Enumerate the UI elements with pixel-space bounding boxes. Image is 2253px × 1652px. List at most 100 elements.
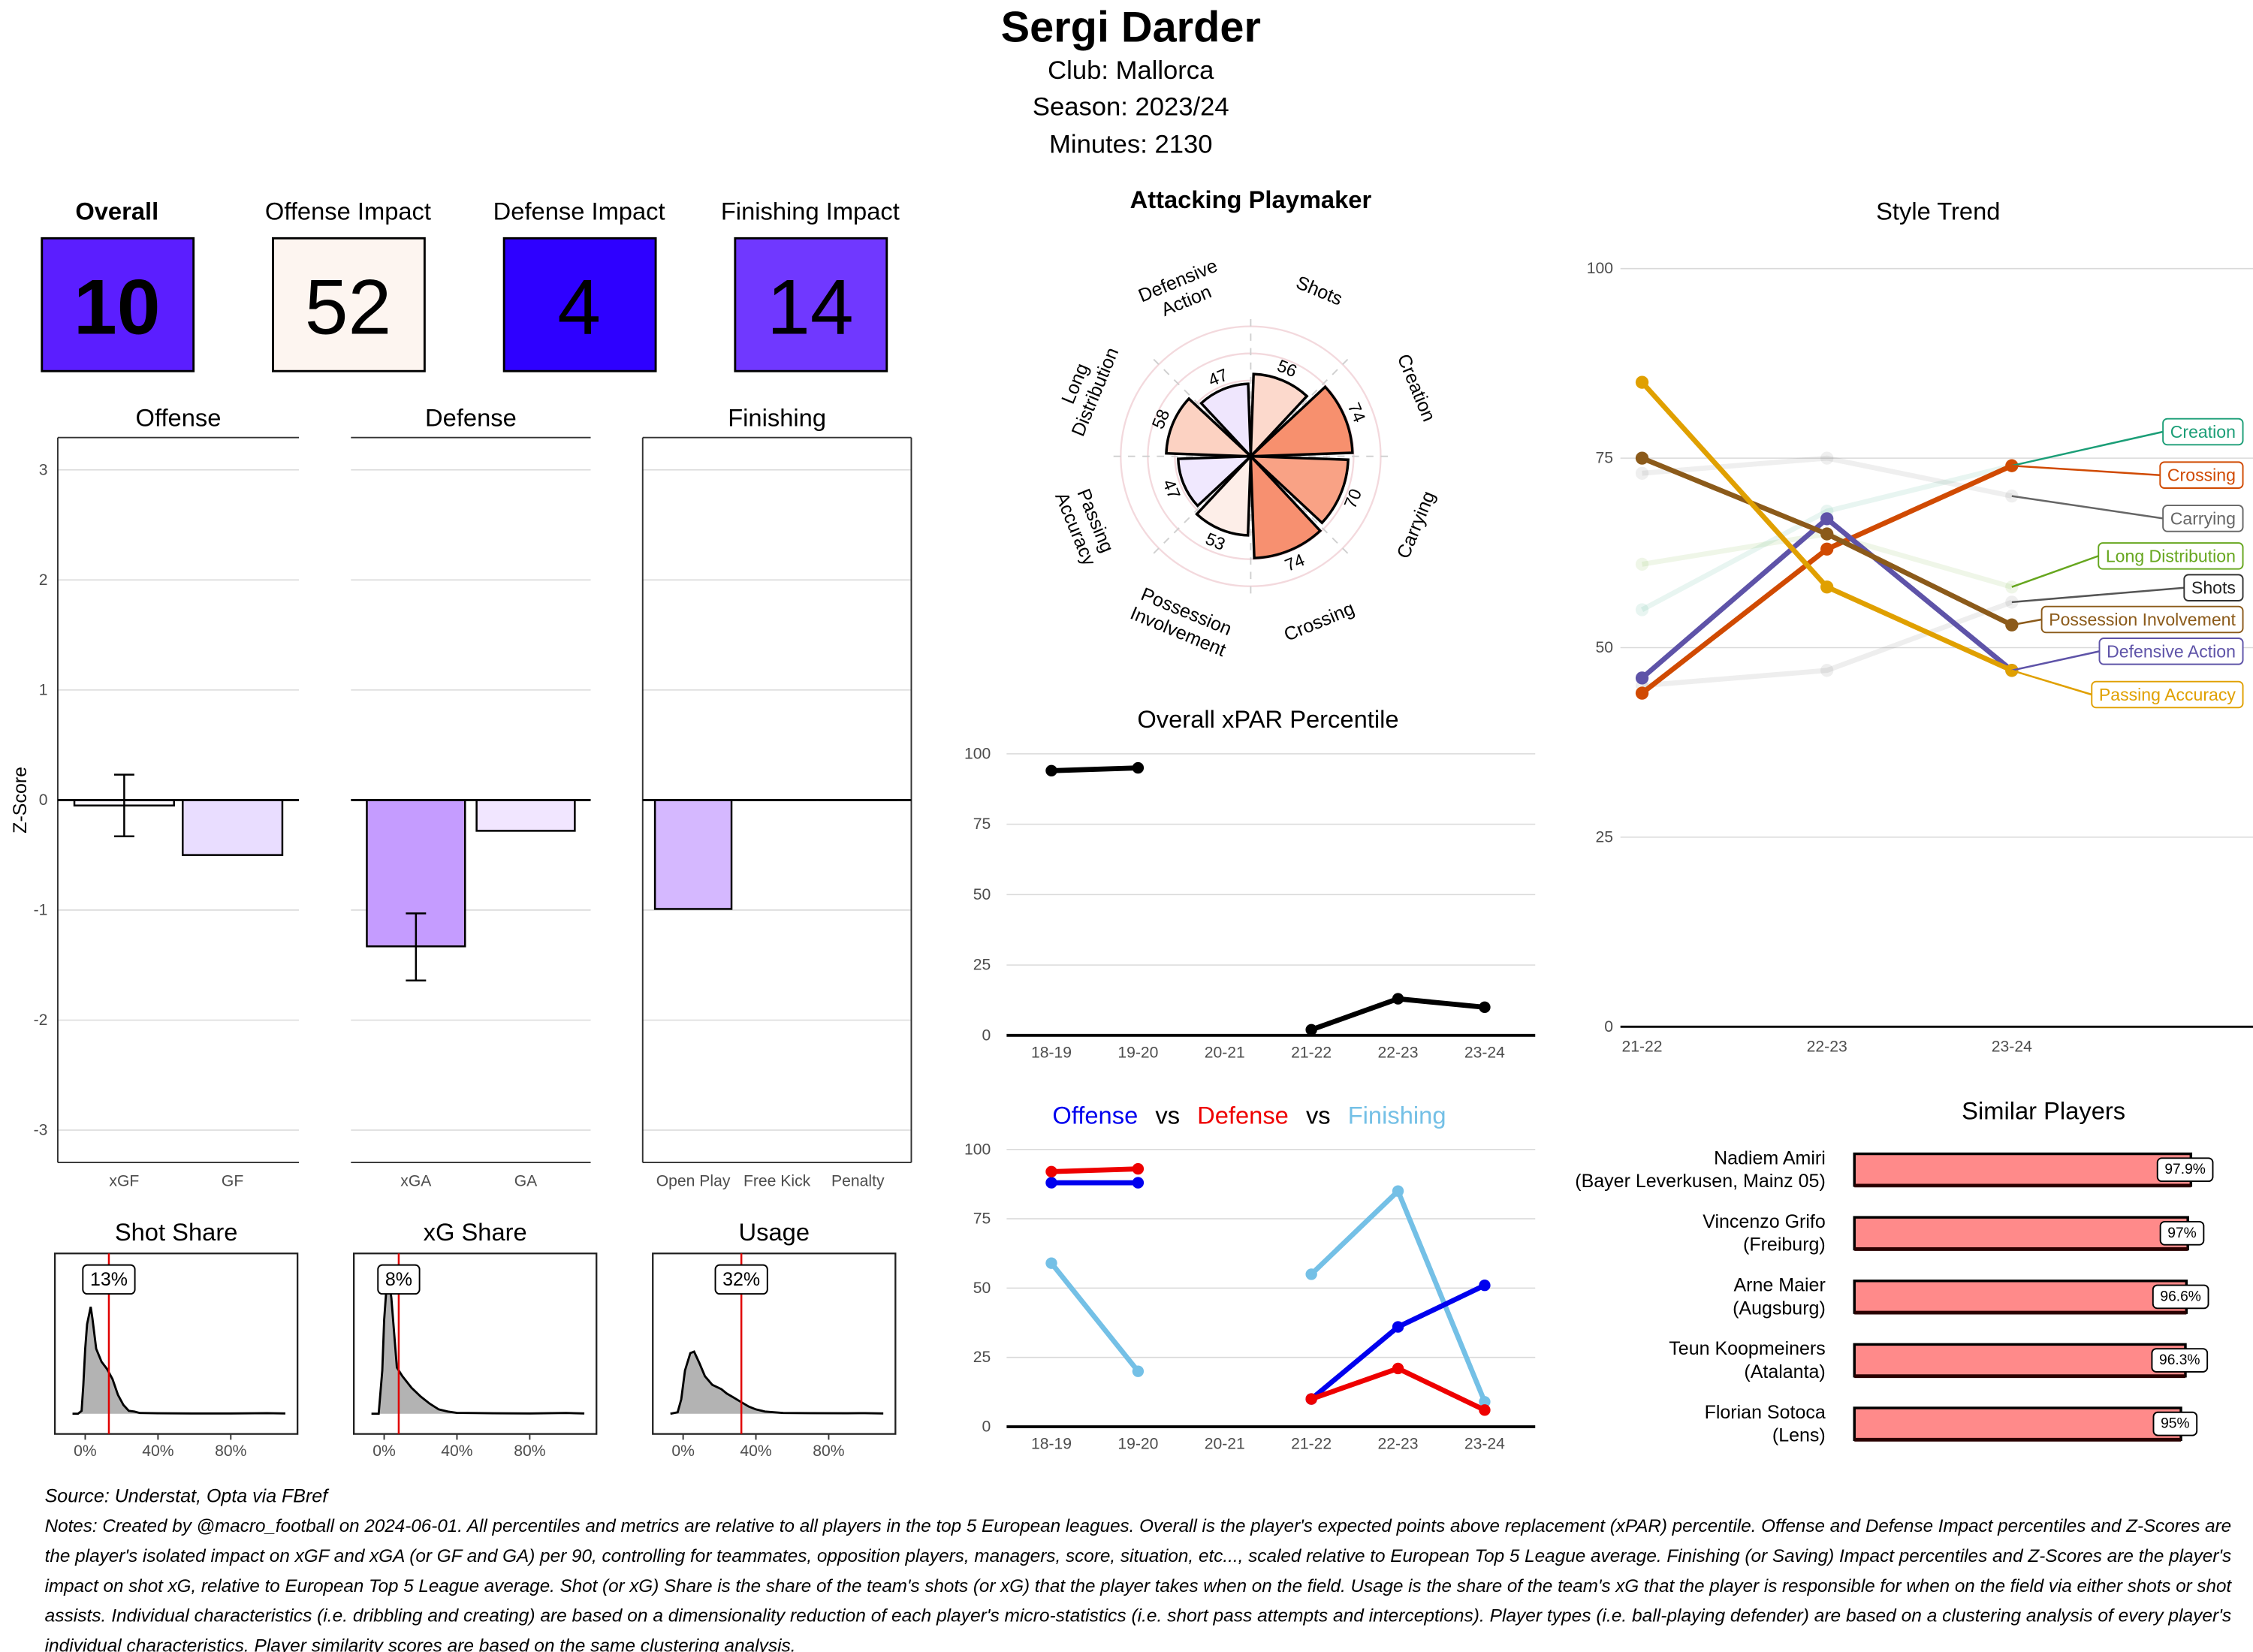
y-tick-label: -2 [34,1011,48,1029]
value-label: 8% [377,1264,421,1295]
trend-label-leader [2011,430,2164,467]
title-part: Defense [1197,1101,1289,1129]
player-name: Arne Maier [1734,1275,1826,1296]
data-point [1635,557,1649,571]
radar-sector-long-distribution [1165,396,1254,458]
card-value: 52 [305,264,392,351]
x-tick-label: 40% [441,1442,473,1460]
panel-title: Finishing [728,403,826,431]
label-box [2152,1411,2198,1436]
x-tick-label: 19-20 [1117,1044,1158,1061]
card-box [41,237,195,372]
label-box [714,1264,768,1295]
data-point [1820,451,1834,465]
distribution-xg-share: xG Share 8% 0% 40% 80% [353,1218,598,1460]
notes-line: assists. Individual characteristics (i.e… [45,1606,2232,1626]
y-tick-label: 50 [1596,639,1614,656]
y-tick-label: 75 [1596,450,1614,467]
trend-label-box [2162,505,2244,532]
radar-axis-label: Crossing [1281,598,1358,646]
trend-label-box [2159,461,2244,489]
radar-spoke [1250,355,1352,457]
data-point [1820,512,1834,526]
panel-title: Offense [136,403,222,431]
series-line [1051,765,1139,773]
panel-title: Shot Share [115,1218,238,1246]
data-point [1392,993,1404,1005]
data-point [1132,1162,1145,1175]
title-part: Finishing [1348,1101,1446,1129]
style-trend-chart: Style Trend 0 25 50 75 100 21-22 22-23 23-24 Crea… [1587,197,2253,1056]
x-tick-label: GA [514,1173,538,1190]
data-point [1635,466,1649,480]
panel-title: xG Share [424,1218,527,1246]
x-tick-label: 0% [372,1442,396,1460]
x-tick-label: 23-24 [1464,1044,1505,1061]
x-tick-label: 40% [740,1442,772,1460]
value-label: 13% [82,1264,136,1295]
trend-label-leader [2011,586,2185,604]
y-tick-label: 25 [1596,828,1614,846]
similarity-label: 97% [2159,1220,2205,1246]
x-tick-label: 40% [142,1442,174,1460]
data-point [1045,1257,1057,1269]
zscore-chart: Z-Score -3 -2 -1 0 1 2 3 Offense xGF GF Defense xGA G… [10,403,912,1190]
data-point [1392,1185,1404,1197]
x-tick-label: Penalty [831,1173,885,1190]
x-tick-label: 22-23 [1807,1039,1847,1056]
radar-axis-label: Shots [1293,272,1346,309]
trend-label-text: Carrying [2170,508,2236,528]
value-label: 32% [714,1264,768,1295]
trend-label-text: Shots [2191,578,2236,598]
impact-cards: Overall 10 Offense Impact 52 Defense Impact 4… [41,197,900,372]
trend-label-text: Crossing [2167,466,2236,485]
radar-sector-creation [1247,384,1354,458]
radar-axis-label: Creation [1393,351,1440,424]
trend-label-text: Long Distribution [2106,546,2236,565]
data-point [1392,1362,1404,1375]
x-tick-label: 80% [813,1442,845,1460]
y-tick-label: 75 [973,1210,991,1228]
trend-line [1642,599,2013,689]
trend-label-text: Creation [2170,422,2236,442]
impact-card: Finishing Impact 14 [721,197,900,372]
x-tick-label: 23-24 [1464,1436,1505,1453]
impact-card: Defense Impact 4 [493,197,665,372]
bar-open-play [653,799,733,910]
distribution-shot-share: Shot Share 13% 0% 40% 80% [53,1218,299,1460]
density-area [371,1269,585,1414]
trend-label-leader [2011,495,2164,520]
player-team: (Bayer Leverkusen, Mainz 05) [1575,1171,1825,1192]
density-curve [371,1269,585,1415]
data-point [1305,1268,1317,1280]
player-name: Florian Sotoca [1705,1402,1826,1423]
trend-series-shots [1635,595,2019,692]
bar-gf [182,799,284,856]
trend-label-box [2091,680,2244,709]
data-point [1045,1177,1057,1189]
trend-series-crossing [1635,459,2019,700]
series-offense [1045,1177,1491,1405]
density-area [72,1307,285,1414]
similarity-value: 95% [2161,1416,2189,1432]
data-point [1045,1165,1057,1177]
y-tick-label: 50 [973,1280,991,1297]
footer: Source: Understat, Opta via FBref Notes: … [45,1485,2233,1652]
card-box [502,237,657,372]
similar-player-row: Vincenzo Grifo(Freiburg) 97% [1703,1211,2205,1256]
label-box [2159,1220,2205,1246]
x-tick-label: 21-22 [1621,1039,1662,1056]
data-point [1392,1321,1404,1333]
x-tick-label: 0% [74,1442,97,1460]
card-label: Offense Impact [265,197,431,225]
data-point [1479,1280,1491,1292]
trend-label-box [2183,574,2244,601]
offense-defense-finishing-chart: Offense vs Defense vs Finishing 0 25 50 75 100 18-… [964,1101,1536,1453]
card-value: 14 [767,264,854,351]
y-tick-label: -1 [34,901,48,918]
series-line [1051,1166,1139,1174]
card-label: Overall [75,197,158,225]
similar-player-row: Florian Sotoca(Lens) 95% [1705,1402,2198,1446]
similar-player-row: Arne Maier(Augsburg) 96.6% [1733,1275,2209,1319]
card-label: Defense Impact [493,197,665,225]
